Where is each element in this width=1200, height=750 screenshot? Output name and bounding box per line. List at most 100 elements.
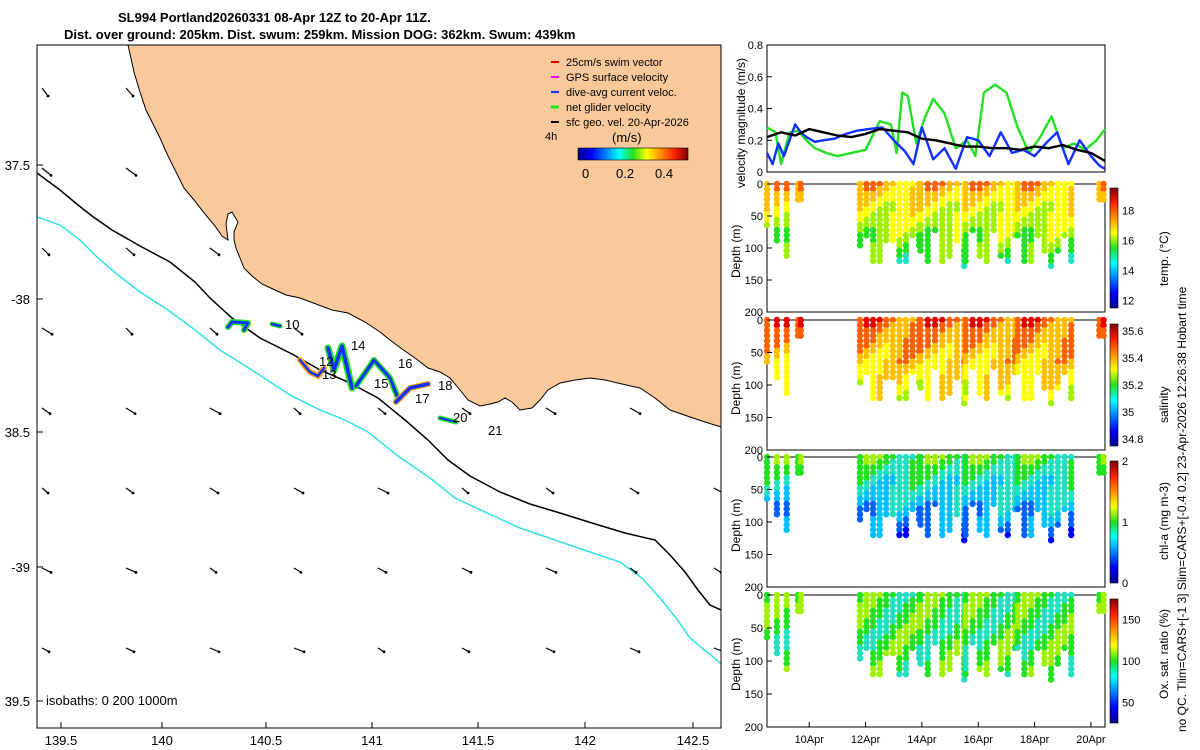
section-sample	[1004, 226, 1011, 234]
section-sample	[997, 597, 1004, 604]
section-y-tick-label: 200	[745, 582, 763, 594]
section-sample	[924, 316, 931, 324]
section-sample	[931, 453, 939, 461]
section-sample	[946, 216, 953, 223]
section-sample	[773, 505, 781, 513]
section-sample	[1068, 322, 1075, 329]
section-sample	[797, 464, 804, 471]
section-sample	[869, 469, 877, 476]
section-sample	[1034, 201, 1042, 208]
section-sample	[1061, 623, 1068, 630]
section-sample	[917, 221, 924, 229]
section-sample	[953, 185, 961, 193]
section-sample	[953, 634, 961, 641]
section-sample	[1004, 464, 1011, 471]
section-sample	[1041, 348, 1048, 355]
section-sample	[1047, 607, 1055, 614]
section-sample	[917, 226, 924, 234]
section-sample	[1068, 531, 1075, 539]
section-sample	[869, 628, 877, 636]
current-vector-head	[47, 253, 51, 257]
section-sample	[997, 374, 1004, 381]
section-sample	[1054, 342, 1062, 350]
section-sample	[917, 634, 924, 641]
section-sample	[953, 495, 961, 502]
section-sample	[939, 201, 946, 208]
section-sample	[997, 226, 1004, 234]
section-sample	[889, 495, 896, 502]
section-sample	[783, 602, 790, 609]
section-sample	[902, 495, 910, 502]
section-sample	[783, 206, 790, 213]
current-vector-head	[638, 412, 642, 415]
section-sample	[889, 201, 896, 208]
section-sample	[1047, 252, 1055, 259]
section-sample	[990, 453, 997, 461]
section-sample	[896, 232, 903, 239]
section-sample	[953, 649, 961, 657]
section-sample	[946, 464, 953, 471]
current-vector	[209, 407, 221, 415]
section-sample	[889, 607, 896, 614]
section-sample	[1027, 618, 1035, 625]
section-sample	[976, 206, 983, 213]
section-sample	[953, 358, 961, 365]
current-vector	[125, 87, 134, 97]
section-sample	[990, 196, 997, 203]
section-sample	[1014, 469, 1021, 476]
section-sample	[983, 655, 990, 662]
section-sample	[896, 490, 903, 497]
section-sample	[953, 628, 961, 636]
section-sample	[1041, 206, 1048, 213]
section-sample	[1047, 368, 1055, 376]
section-sample	[946, 639, 953, 646]
section-sample	[1034, 337, 1042, 344]
current-vector-head	[132, 253, 136, 257]
section-sample	[1034, 612, 1042, 620]
section-sample	[1004, 623, 1011, 630]
section-sample	[939, 353, 946, 360]
section-sample	[939, 479, 946, 487]
current-vector-head	[469, 571, 473, 574]
section-sample	[924, 660, 931, 667]
section-sample	[763, 191, 771, 198]
section-sample	[1004, 353, 1011, 360]
section-sample	[1004, 379, 1011, 386]
section-sample	[1061, 337, 1068, 344]
section-sample	[962, 516, 969, 523]
section-sample	[953, 180, 961, 188]
section-sample	[883, 226, 890, 234]
section-sample	[931, 591, 939, 599]
section-sample	[1100, 196, 1107, 203]
section-sample	[856, 612, 864, 620]
section-sample	[924, 511, 931, 518]
current-vector	[209, 647, 220, 653]
section-sample	[1004, 490, 1011, 497]
section-y-tick-label: 200	[745, 445, 763, 457]
section-sample	[1021, 453, 1028, 461]
section-sample	[856, 479, 864, 487]
section-sample	[946, 602, 953, 609]
section-sample	[990, 363, 997, 370]
section-sample	[969, 316, 976, 324]
section-sample	[931, 226, 939, 234]
section-sample	[1054, 374, 1062, 381]
section-sample	[983, 628, 990, 636]
section-sample	[856, 363, 864, 370]
section-sample	[962, 342, 969, 350]
legend-swim-vector: 25cm/s swim vector	[566, 57, 663, 69]
section-sample	[953, 612, 961, 620]
section-sample	[1054, 500, 1062, 507]
section-sample	[1014, 327, 1021, 334]
section-sample	[1027, 247, 1035, 254]
section-sample	[773, 453, 781, 461]
section-sample	[1027, 226, 1035, 234]
section-sample	[990, 639, 997, 646]
section-sample	[969, 639, 976, 646]
section-sample	[773, 216, 781, 223]
section-sample	[1021, 353, 1028, 360]
section-sample	[990, 618, 997, 625]
velocity-y-tick-label: 0.6	[748, 72, 763, 84]
land-polygon	[127, 45, 721, 428]
